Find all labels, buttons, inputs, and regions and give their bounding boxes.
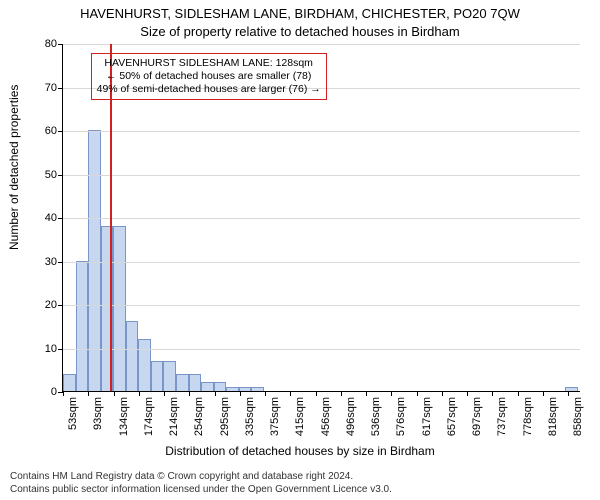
xtick-label: 53sqm <box>67 397 79 430</box>
ytick-mark <box>58 44 63 45</box>
histogram-bar <box>226 387 239 391</box>
histogram-bar <box>214 382 227 391</box>
ytick-mark <box>58 218 63 219</box>
xtick-label: 295sqm <box>219 397 231 436</box>
credit-text: Contains HM Land Registry data © Crown c… <box>10 471 392 496</box>
ytick-label: 20 <box>45 299 57 311</box>
xtick-mark <box>518 391 519 396</box>
chart-title-1: HAVENHURST, SIDLESHAM LANE, BIRDHAM, CHI… <box>0 6 600 21</box>
xtick-mark <box>63 391 64 396</box>
xtick-label: 174sqm <box>143 397 155 436</box>
xtick-label: 858sqm <box>572 397 584 436</box>
histogram-bar <box>176 374 189 391</box>
ytick-mark <box>58 88 63 89</box>
gridline <box>63 262 580 263</box>
ytick-mark <box>58 262 63 263</box>
ytick-label: 40 <box>45 212 57 224</box>
ytick-mark <box>58 131 63 132</box>
chart-title-2: Size of property relative to detached ho… <box>0 24 600 39</box>
xtick-label: 657sqm <box>446 397 458 436</box>
xtick-label: 737sqm <box>496 397 508 436</box>
annotation-line: HAVENHURST SIDLESHAM LANE: 128sqm <box>97 57 321 70</box>
xtick-label: 134sqm <box>118 397 130 436</box>
xtick-mark <box>88 391 89 396</box>
xtick-label: 576sqm <box>395 397 407 436</box>
xtick-mark <box>467 391 468 396</box>
annotation-line: ← 50% of detached houses are smaller (78… <box>97 70 321 83</box>
histogram-bar <box>138 339 151 391</box>
ytick-label: 70 <box>45 82 57 94</box>
ytick-label: 60 <box>45 125 57 137</box>
histogram-bar <box>565 387 578 391</box>
x-axis-label: Distribution of detached houses by size … <box>0 444 600 458</box>
plot-area: 0102030405060708053sqm93sqm134sqm174sqm2… <box>62 44 580 392</box>
xtick-mark <box>189 391 190 396</box>
xtick-mark <box>139 391 140 396</box>
gridline <box>63 305 580 306</box>
ytick-mark <box>58 175 63 176</box>
ytick-mark <box>58 349 63 350</box>
xtick-mark <box>492 391 493 396</box>
histogram-bar <box>251 387 264 391</box>
histogram-bar <box>201 382 214 391</box>
ytick-mark <box>58 305 63 306</box>
histogram-bar <box>163 361 176 391</box>
histogram-bar <box>63 374 76 391</box>
xtick-label: 93sqm <box>92 397 104 430</box>
ytick-label: 0 <box>51 386 57 398</box>
xtick-label: 496sqm <box>345 397 357 436</box>
gridline <box>63 218 580 219</box>
histogram-bar <box>113 226 126 391</box>
xtick-mark <box>290 391 291 396</box>
xtick-label: 214sqm <box>168 397 180 436</box>
xtick-mark <box>568 391 569 396</box>
chart-container: HAVENHURST, SIDLESHAM LANE, BIRDHAM, CHI… <box>0 0 600 500</box>
xtick-label: 778sqm <box>522 397 534 436</box>
xtick-label: 818sqm <box>547 397 559 436</box>
histogram-bar <box>189 374 202 391</box>
ytick-label: 80 <box>45 38 57 50</box>
xtick-label: 697sqm <box>471 397 483 436</box>
xtick-mark <box>316 391 317 396</box>
histogram-bar <box>151 361 164 391</box>
xtick-mark <box>366 391 367 396</box>
xtick-mark <box>240 391 241 396</box>
xtick-mark <box>341 391 342 396</box>
xtick-mark <box>543 391 544 396</box>
xtick-label: 375sqm <box>269 397 281 436</box>
gridline <box>63 131 580 132</box>
gridline <box>63 349 580 350</box>
gridline <box>63 175 580 176</box>
annotation-box: HAVENHURST SIDLESHAM LANE: 128sqm← 50% o… <box>91 53 327 100</box>
xtick-mark <box>442 391 443 396</box>
histogram-bar <box>88 130 101 391</box>
xtick-mark <box>265 391 266 396</box>
ytick-label: 50 <box>45 169 57 181</box>
xtick-label: 415sqm <box>294 397 306 436</box>
xtick-mark <box>215 391 216 396</box>
ytick-label: 10 <box>45 343 57 355</box>
gridline <box>63 44 580 45</box>
ytick-label: 30 <box>45 256 57 268</box>
xtick-label: 335sqm <box>244 397 256 436</box>
credit-line-2: Contains public sector information licen… <box>10 484 392 497</box>
xtick-label: 536sqm <box>370 397 382 436</box>
credit-line-1: Contains HM Land Registry data © Crown c… <box>10 471 392 484</box>
xtick-mark <box>417 391 418 396</box>
xtick-label: 617sqm <box>421 397 433 436</box>
xtick-mark <box>114 391 115 396</box>
annotation-line: 49% of semi-detached houses are larger (… <box>97 83 321 96</box>
y-axis-label: Number of detached properties <box>7 85 21 250</box>
histogram-bar <box>76 261 89 392</box>
xtick-mark <box>164 391 165 396</box>
xtick-label: 254sqm <box>193 397 205 436</box>
histogram-bar <box>126 321 139 391</box>
xtick-mark <box>391 391 392 396</box>
xtick-label: 456sqm <box>320 397 332 436</box>
